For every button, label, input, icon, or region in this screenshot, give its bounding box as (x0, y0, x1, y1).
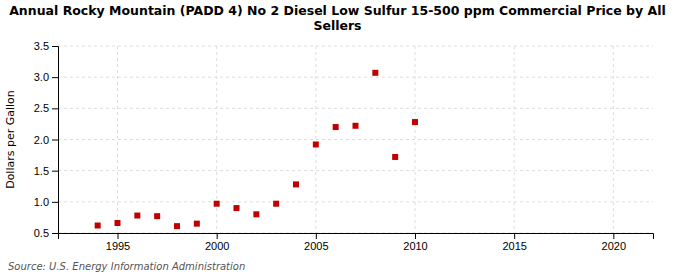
tick: 1995 (106, 233, 130, 252)
title-line: Sellers (313, 18, 361, 33)
x-axis: 1995 2000 2005 2010 2015 2020 (59, 233, 654, 252)
tick: 2010 (403, 233, 427, 252)
grid-line (58, 46, 653, 47)
y-axis: 0.5 1.0 1.5 2.0 2.5 3.0 3.5 (34, 40, 59, 239)
point (115, 220, 121, 226)
grid-line (58, 170, 653, 171)
tick-label: 3.0 (34, 71, 49, 83)
tick-mark (52, 233, 58, 234)
points (95, 70, 418, 229)
grid-line (58, 108, 653, 109)
tick-mark (52, 140, 58, 141)
tick: 0.5 (34, 227, 58, 239)
tick-label: 2005 (304, 240, 328, 252)
grid-line (58, 77, 653, 78)
tick: 2005 (304, 233, 328, 252)
tick-mark (52, 108, 58, 109)
tick-label: 2010 (403, 240, 427, 252)
point (392, 154, 398, 160)
tick: 1.5 (34, 165, 58, 177)
tick-mark (415, 233, 416, 239)
tick-mark (514, 233, 515, 239)
plot: 1995 2000 2005 2010 2015 2020 0.5 1.0 1.5 2.0 2.5 3… (34, 40, 654, 252)
point (273, 201, 279, 207)
tick-label: 2000 (205, 240, 229, 252)
tick-mark (52, 46, 58, 47)
tick: 3.5 (34, 40, 58, 52)
grid (58, 46, 653, 233)
tick-label: 3.5 (34, 40, 49, 52)
point (333, 124, 339, 130)
tick: 3.0 (34, 71, 58, 83)
tick: 2015 (502, 233, 526, 252)
tick-label: 2.5 (34, 102, 49, 114)
point (293, 181, 299, 187)
grid-line (58, 139, 653, 140)
chart: 1995 2000 2005 2010 2015 2020 0.5 1.0 1.5 2.0 2.5 3… (0, 0, 675, 275)
point (234, 205, 240, 211)
tick-mark (217, 233, 218, 239)
tick: 2.0 (34, 134, 58, 146)
title-line: Annual Rocky Mountain (PADD 4) No 2 Dies… (9, 3, 666, 18)
tick-mark (613, 233, 614, 239)
tick-label: 1995 (106, 240, 130, 252)
tick-mark (52, 171, 58, 172)
point (95, 223, 101, 229)
grid-line (415, 46, 416, 233)
grid-line (613, 46, 614, 233)
grid-line (117, 46, 118, 233)
tick-mark (52, 202, 58, 203)
point (372, 70, 378, 76)
tick-label: 2015 (502, 240, 526, 252)
point (134, 213, 140, 219)
tick: 2020 (602, 233, 626, 252)
point (154, 213, 160, 219)
tick-mark (52, 77, 58, 78)
source: Source: U.S. Energy Information Administ… (8, 261, 245, 272)
point (174, 223, 180, 229)
tick-mark (118, 233, 119, 239)
tick-label: 2020 (602, 240, 626, 252)
tick: 2.5 (34, 102, 58, 114)
point (194, 221, 200, 227)
grid-line (315, 46, 316, 233)
tick: 2000 (205, 233, 229, 252)
axis-domain (59, 234, 654, 240)
tick-label: 1.0 (34, 196, 49, 208)
y-axis-title: Dollars per Gallon (4, 90, 17, 189)
axis-domain (52, 47, 59, 234)
point (412, 119, 418, 125)
title: Annual Rocky Mountain (PADD 4) No 2 Dies… (9, 3, 666, 33)
tick-label: 1.5 (34, 165, 49, 177)
tick-label: 0.5 (34, 227, 49, 239)
tick-label: 2.0 (34, 134, 49, 146)
tick-mark (316, 233, 317, 239)
grid-line (514, 46, 515, 233)
grid-line (58, 201, 653, 202)
point (353, 123, 359, 129)
point (214, 201, 220, 207)
tick: 1.0 (34, 196, 58, 208)
point (253, 211, 259, 217)
point (313, 141, 319, 147)
